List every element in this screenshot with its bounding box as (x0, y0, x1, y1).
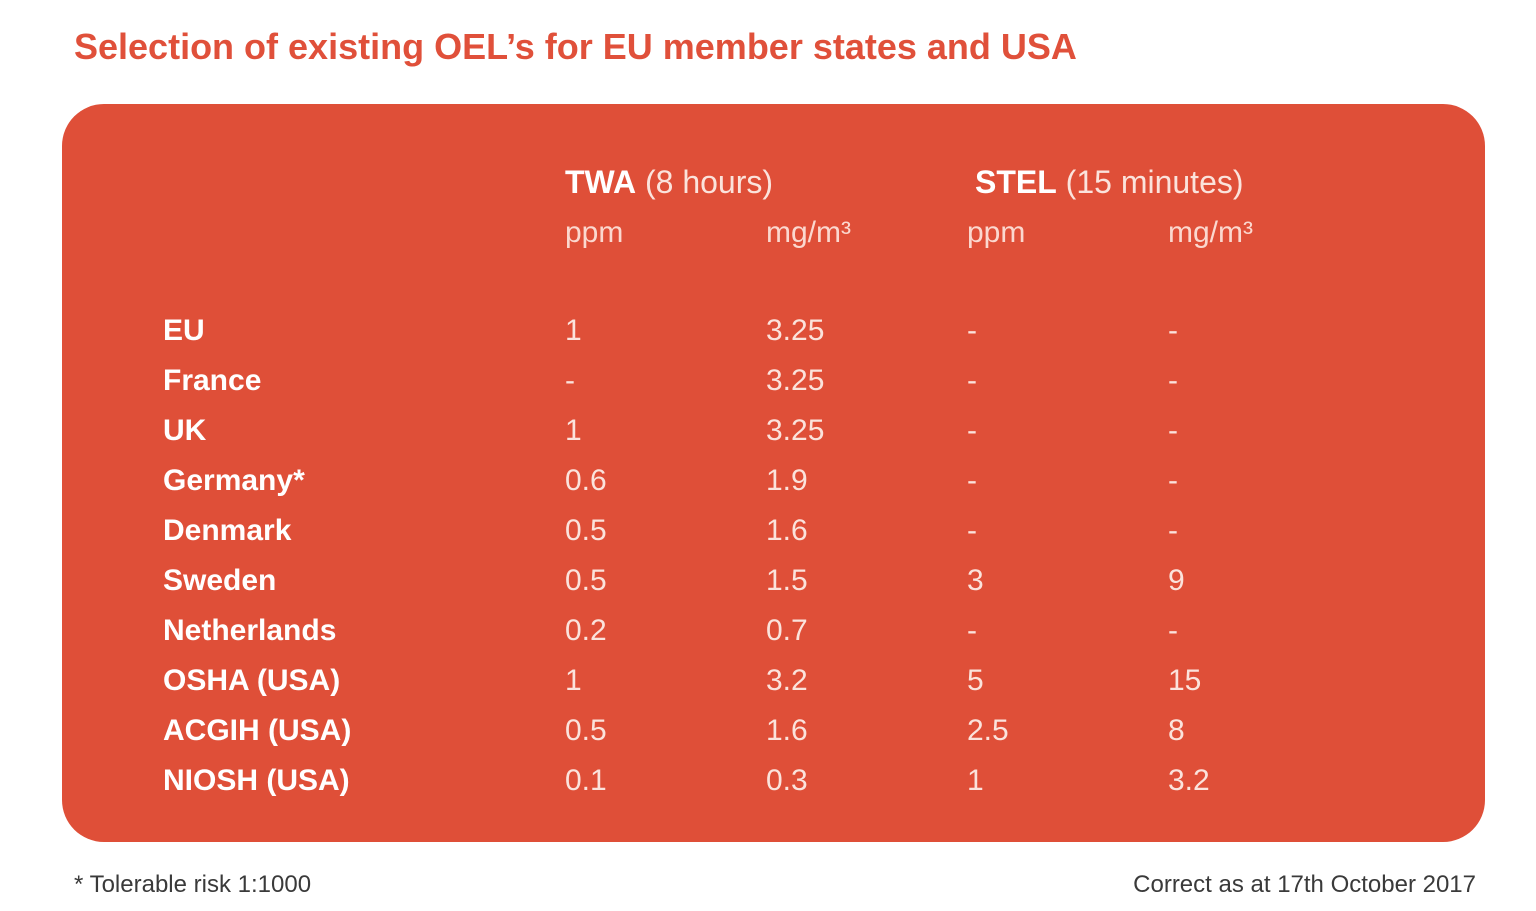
stel-ppm-value: - (967, 514, 977, 547)
stel-ppm-value: 2.5 (967, 714, 1009, 747)
stel-mg-value: - (1168, 364, 1178, 397)
stel-ppm-value: - (967, 614, 977, 647)
twa-mg-value: 3.25 (766, 314, 825, 347)
stel-mg-value: 15 (1168, 664, 1202, 697)
stel-ppm-value: 3 (967, 564, 984, 597)
twa-ppm-value: 0.5 (565, 514, 607, 547)
stel-ppm-value: - (967, 364, 977, 397)
country-name: Sweden (163, 564, 277, 597)
twa-mg-value: 1.6 (766, 514, 808, 547)
twa-ppm-value: 0.1 (565, 764, 607, 797)
twa-mg-value: 1.5 (766, 564, 808, 597)
stel-label: STEL (975, 164, 1057, 200)
country-name: NIOSH (USA) (163, 764, 350, 797)
stel-ppm-value: 1 (967, 764, 984, 797)
oel-table: TWA (8 hours) STEL (15 minutes) ppm mg/m… (62, 104, 1485, 842)
unit-twa-mg: mg/m³ (766, 216, 851, 249)
twa-mg-value: 1.6 (766, 714, 808, 747)
unit-stel-ppm: ppm (967, 216, 1026, 249)
twa-mg-value: 3.2 (766, 664, 808, 697)
table-row: NIOSH (USA) 0.1 0.3 1 3.2 (62, 764, 1485, 814)
stel-mg-value: - (1168, 414, 1178, 447)
stel-mg-value: - (1168, 464, 1178, 497)
stel-mg-value: 3.2 (1168, 764, 1210, 797)
twa-mg-value: 1.9 (766, 464, 808, 497)
country-name: France (163, 364, 262, 397)
date-note: Correct as at 17th October 2017 (1133, 871, 1476, 898)
unit-stel-mg: mg/m³ (1168, 216, 1253, 249)
stel-header: STEL (15 minutes) (975, 164, 1244, 201)
table-row: Netherlands 0.2 0.7 - - (62, 614, 1485, 664)
twa-mg-value: 3.25 (766, 364, 825, 397)
twa-period: (8 hours) (644, 164, 774, 200)
country-name: Netherlands (163, 614, 337, 647)
stel-mg-value: - (1168, 614, 1178, 647)
twa-ppm-value: 0.5 (565, 714, 607, 747)
twa-ppm-value: 1 (565, 664, 582, 697)
twa-ppm-value: 1 (565, 314, 582, 347)
table-row: ACGIH (USA) 0.5 1.6 2.5 8 (62, 714, 1485, 764)
country-name: ACGIH (USA) (163, 714, 352, 747)
stel-ppm-value: - (967, 464, 977, 497)
page-title: Selection of existing OEL’s for EU membe… (74, 26, 1077, 67)
twa-ppm-value: 0.5 (565, 564, 607, 597)
country-name: Denmark (163, 514, 292, 547)
table-row: EU 1 3.25 - - (62, 314, 1485, 364)
country-name: UK (163, 414, 207, 447)
table-row: OSHA (USA) 1 3.2 5 15 (62, 664, 1485, 714)
twa-header: TWA (8 hours) (565, 164, 773, 201)
table-row: Sweden 0.5 1.5 3 9 (62, 564, 1485, 614)
table-row: Denmark 0.5 1.6 - - (62, 514, 1485, 564)
stel-mg-value: 9 (1168, 564, 1185, 597)
stel-ppm-value: - (967, 414, 977, 447)
country-name: OSHA (USA) (163, 664, 341, 697)
stel-period: (15 minutes) (1065, 164, 1244, 200)
twa-ppm-value: 0.2 (565, 614, 607, 647)
twa-mg-value: 0.7 (766, 614, 808, 647)
stel-mg-value: 8 (1168, 714, 1185, 747)
stel-ppm-value: - (967, 314, 977, 347)
twa-mg-value: 3.25 (766, 414, 825, 447)
stel-mg-value: - (1168, 314, 1178, 347)
twa-mg-value: 0.3 (766, 764, 808, 797)
table-row: UK 1 3.25 - - (62, 414, 1485, 464)
footnote: * Tolerable risk 1:1000 (74, 871, 312, 898)
table-row: France - 3.25 - - (62, 364, 1485, 414)
stel-mg-value: - (1168, 514, 1178, 547)
twa-label: TWA (565, 164, 637, 200)
table-row: Germany* 0.6 1.9 - - (62, 464, 1485, 514)
country-name: EU (163, 314, 205, 347)
twa-ppm-value: - (565, 364, 575, 397)
unit-twa-ppm: ppm (565, 216, 624, 249)
twa-ppm-value: 0.6 (565, 464, 607, 497)
twa-ppm-value: 1 (565, 414, 582, 447)
country-name: Germany* (163, 464, 305, 497)
stel-ppm-value: 5 (967, 664, 984, 697)
